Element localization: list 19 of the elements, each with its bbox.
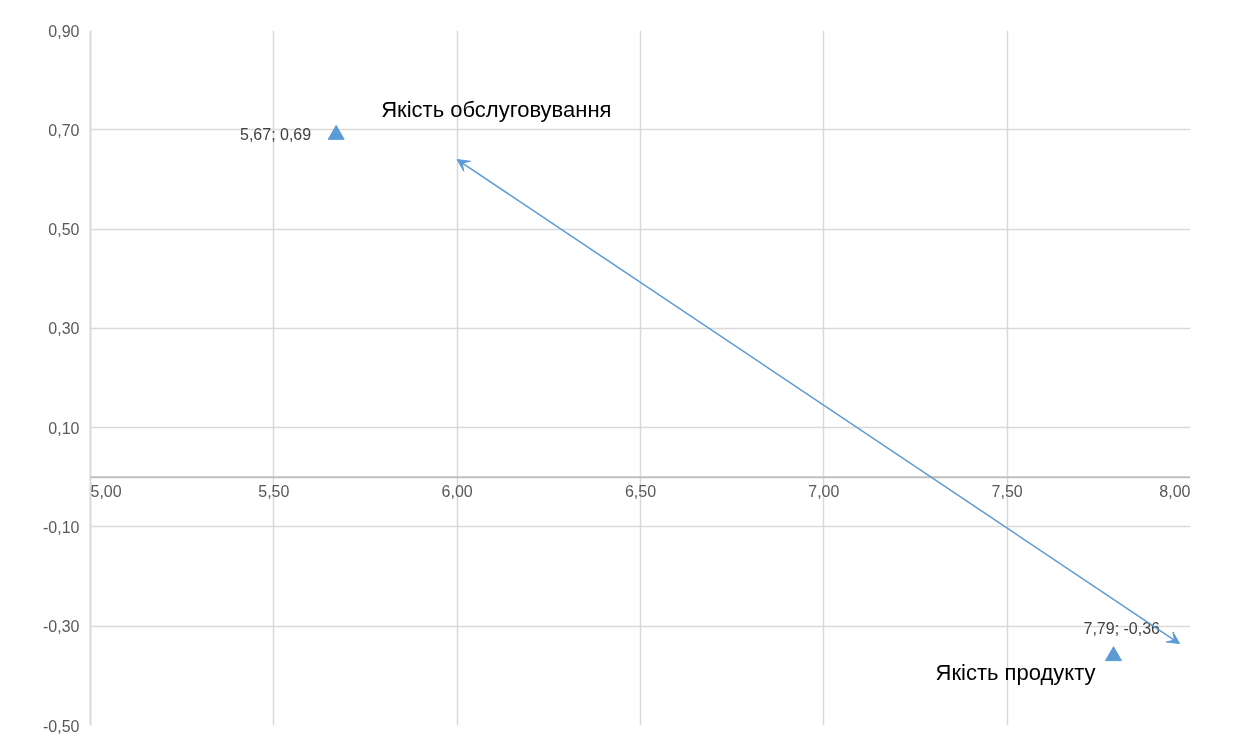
annotation: Якість обслуговування <box>381 97 612 123</box>
y-tick-label: 0,50 <box>48 221 80 239</box>
y-tick-label: 0,70 <box>48 121 80 139</box>
y-tick-label: 0,30 <box>48 320 80 338</box>
y-tick-label: -0,50 <box>43 717 80 735</box>
y-tick-label: -0,10 <box>43 518 80 536</box>
data-label: 7,79; -0,36 <box>1083 619 1161 637</box>
x-tick-label: 7,50 <box>991 483 1023 501</box>
annotation: Якість продукту <box>935 659 1096 685</box>
x-tick-label: 6,50 <box>624 483 657 501</box>
y-tick-label: -0,30 <box>43 618 80 636</box>
x-tick-label: 7,00 <box>808 483 840 501</box>
x-tick-label: 5,50 <box>258 483 290 501</box>
x-tick-label: 5,00 <box>90 483 122 501</box>
y-tick-label: 0,10 <box>48 419 80 437</box>
x-tick-label: 6,00 <box>441 483 473 501</box>
data-label: 5,67; 0,69 <box>239 126 312 144</box>
x-tick-label: 8,00 <box>1159 483 1191 501</box>
y-tick-label: 0,90 <box>48 22 80 40</box>
